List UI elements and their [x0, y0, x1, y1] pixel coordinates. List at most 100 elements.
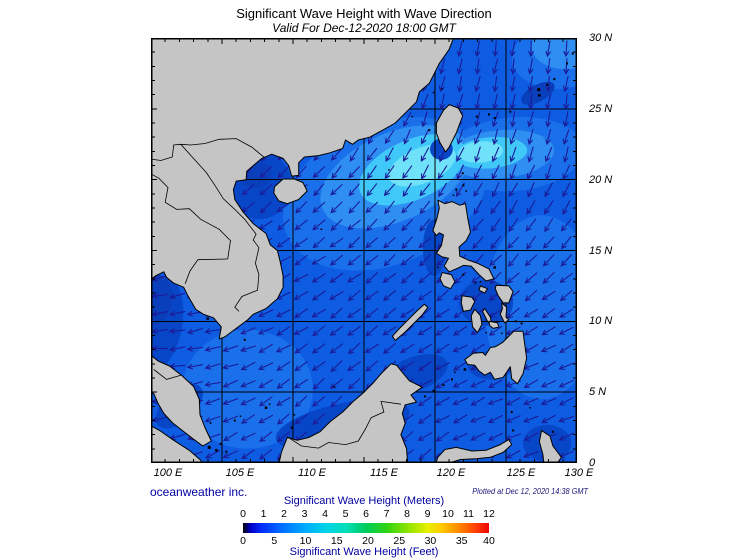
islet [290, 426, 293, 429]
islet [442, 384, 445, 387]
meters-tick-label: 4 [322, 508, 328, 520]
feet-tick-label: 30 [424, 535, 437, 547]
islet [424, 395, 427, 398]
y-axis-label: 20 N [589, 173, 613, 186]
country-border [151, 138, 265, 161]
wave-map-canvas [151, 38, 577, 463]
islet [209, 422, 212, 425]
islet [437, 266, 439, 269]
y-axis-label: 25 N [589, 102, 613, 115]
feet-tick-label: 20 [362, 535, 374, 547]
islet [452, 194, 455, 196]
islet [493, 266, 496, 269]
x-axis-label: 100 E [153, 467, 183, 479]
meters-tick-label: 3 [301, 508, 308, 520]
x-axis-label: 130 E [564, 467, 594, 479]
islet [320, 228, 323, 230]
islet [514, 320, 517, 323]
islet [463, 368, 467, 371]
islet [512, 429, 515, 432]
land-leyte [499, 302, 510, 324]
y-axis-label: 30 N [589, 32, 613, 44]
land-sulawesi [435, 439, 513, 463]
islet [206, 317, 209, 320]
islet [465, 190, 467, 192]
country-border [184, 258, 228, 284]
land-hainan [273, 178, 308, 205]
land-asia-mainland [151, 38, 454, 447]
legend-title-feet: Significant Wave Height (Feet) [289, 546, 439, 558]
islet [233, 419, 236, 422]
land-halmahera [538, 429, 562, 463]
plotted-timestamp: Plotted at Dec 12, 2020 14:38 GMT [472, 487, 588, 496]
land-sumatra [151, 425, 203, 463]
islet [488, 113, 490, 116]
islet [243, 338, 246, 341]
x-axis-label: 125 E [506, 467, 536, 479]
islet [493, 117, 496, 119]
meters-tick-label: 2 [281, 508, 287, 520]
islet [537, 88, 541, 92]
land-mindoro [439, 272, 456, 290]
x-axis-label: 105 E [225, 467, 255, 479]
land-bohol [488, 320, 500, 329]
oceanweather-credit: oceanweather inc. [150, 485, 248, 499]
islet [462, 273, 465, 276]
x-axis-label: 120 E [436, 467, 466, 479]
country-border [287, 400, 401, 449]
islet [546, 83, 549, 86]
wave-height-patch [531, 38, 577, 70]
islet [551, 430, 554, 433]
islet [474, 282, 477, 284]
feet-tick-label: 10 [299, 535, 312, 547]
country-border [152, 174, 231, 260]
meters-tick-label: 11 [463, 508, 474, 520]
land-palawan [391, 303, 429, 341]
land-negros [470, 308, 483, 334]
wave-map [151, 38, 577, 463]
axis-ticks [151, 38, 577, 463]
islet [293, 414, 296, 416]
feet-tick-label: 5 [271, 535, 278, 547]
feet-tick-label: 15 [330, 535, 343, 547]
feet-tick-label: 25 [393, 535, 406, 547]
meters-tick-label: 6 [363, 508, 369, 520]
islet [215, 449, 218, 452]
colorbar [243, 523, 489, 533]
legend-title-meters: Significant Wave Height (Meters) [283, 495, 445, 507]
meters-tick-label: 8 [404, 508, 410, 520]
y-axis-label: 10 N [589, 315, 613, 328]
islet [264, 406, 268, 409]
islet [432, 91, 435, 94]
y-axis-label: 15 N [589, 244, 613, 257]
islet [461, 172, 464, 175]
islet [225, 450, 228, 453]
islet [432, 389, 435, 392]
x-axis-label: 115 E [370, 467, 398, 479]
chart-title: Significant Wave Height with Wave Direct… [236, 6, 492, 21]
meters-tick-label: 5 [342, 508, 349, 520]
islet [538, 94, 541, 97]
islet [207, 445, 211, 449]
islet [451, 378, 453, 381]
islet [510, 411, 513, 413]
map-frame [151, 38, 577, 463]
x-axis-label: 110 E [298, 467, 326, 479]
islet [441, 88, 443, 90]
land-masbate [478, 285, 488, 294]
islet [462, 184, 465, 187]
meters-tick-label: 10 [442, 508, 454, 520]
land-mindanao [464, 330, 528, 385]
y-axis-label: 0 [589, 457, 596, 469]
chart-subtitle: Valid For Dec-12-2020 18:00 GMT [272, 21, 456, 35]
islet [239, 415, 242, 417]
feet-tick-label: 0 [240, 535, 246, 547]
meters-tick-label: 0 [240, 508, 246, 520]
land-panay [460, 295, 476, 312]
feet-tick-label: 35 [455, 535, 468, 547]
meters-tick-label: 1 [260, 508, 267, 520]
islet [529, 407, 531, 409]
islet [501, 332, 503, 335]
land-samar [494, 284, 514, 304]
